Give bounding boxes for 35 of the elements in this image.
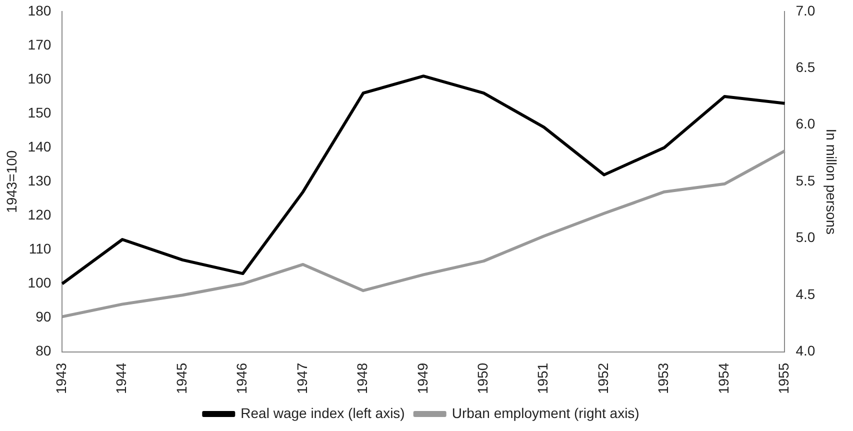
- y-axis-title: 1943=100: [3, 150, 20, 213]
- x-tick-label: 1954: [715, 362, 732, 394]
- x-tick-label: 1943: [53, 362, 70, 394]
- y-tick-label: 80: [36, 342, 52, 359]
- legend-label: Urban employment (right axis): [452, 404, 640, 421]
- y2-tick-label: 5.0: [796, 229, 816, 246]
- legend-label: Real wage index (left axis): [240, 404, 405, 421]
- y-tick-label: 90: [36, 308, 52, 325]
- y-tick-label: 170: [28, 36, 52, 52]
- x-tick-label: 1955: [776, 362, 792, 394]
- y-tick-label: 160: [28, 70, 52, 86]
- x-tick-label: 1947: [294, 362, 310, 394]
- x-tick-label: 1949: [414, 362, 430, 394]
- y2-tick-label: 4.5: [796, 286, 816, 302]
- x-tick-label: 1946: [234, 362, 250, 394]
- y-tick-label: 130: [28, 172, 52, 188]
- y-tick-label: 100: [28, 274, 52, 291]
- y2-tick-label: 5.5: [796, 172, 816, 188]
- y-tick-label: 110: [28, 240, 52, 257]
- y2-axis-title: In millon persons: [824, 128, 840, 235]
- y2-tick-label: 6.0: [796, 116, 816, 132]
- x-tick-label: 1945: [173, 362, 190, 394]
- y-tick-label: 140: [28, 138, 52, 154]
- y2-tick-label: 4.0: [796, 342, 816, 359]
- x-tick-label: 1952: [594, 362, 611, 394]
- y-tick-label: 120: [28, 206, 52, 223]
- x-tick-label: 1953: [655, 362, 672, 394]
- y2-tick-label: 7.0: [796, 2, 816, 18]
- x-tick-label: 1948: [354, 362, 370, 394]
- x-tick-label: 1950: [474, 362, 491, 394]
- y-tick-label: 150: [28, 104, 52, 120]
- x-tick-label: 1944: [113, 362, 130, 394]
- y-tick-label: 180: [28, 2, 52, 18]
- x-tick-label: 1951: [534, 362, 551, 394]
- y2-tick-label: 6.5: [796, 59, 816, 75]
